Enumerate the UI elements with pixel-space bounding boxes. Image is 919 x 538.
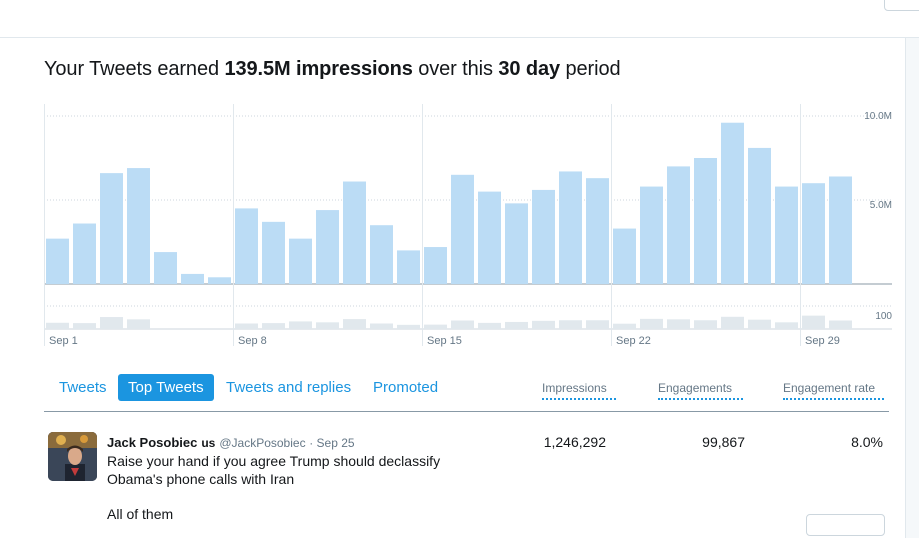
tweet-date[interactable]: · Sep 25 (309, 436, 355, 450)
y-tick-label: 10.0M (864, 111, 892, 122)
impressions-bar (667, 166, 690, 284)
y-tick-label: 5.0M (870, 200, 892, 211)
impressions-bar (775, 186, 798, 284)
impressions-bar (397, 250, 420, 284)
headline-prefix: Your Tweets earned (44, 58, 225, 80)
tab-tweets[interactable]: Tweets (59, 379, 107, 396)
headline-mid: over this (412, 58, 499, 80)
tweet-engagement-rate: 8.0% (851, 434, 883, 450)
headline-suffix: period (560, 58, 621, 80)
impressions-chart: 10.0M 5.0M 100 Sep 1 Sep 8 Sep 15 Sep 22 Sep 29 (44, 104, 892, 347)
impressions-bar (748, 147, 771, 284)
analytics-card (0, 38, 906, 538)
impressions-bar (235, 208, 258, 284)
impressions-bar (343, 181, 366, 284)
impressions-bar (802, 183, 825, 284)
engagement-rate-column-header[interactable]: Engagement rate (783, 381, 884, 400)
page-title: Your Tweets earned 139.5M impressions ov… (44, 58, 621, 81)
impressions-bar (262, 221, 285, 284)
top-bar (0, 0, 919, 38)
table-divider (44, 411, 889, 412)
engagements-bar (694, 320, 717, 329)
engagements-bar (343, 319, 366, 329)
impressions-bar (46, 238, 69, 284)
impressions-bar (694, 158, 717, 284)
impressions-total: 139.5M impressions (224, 58, 413, 80)
view-tweet-activity-button[interactable] (806, 514, 885, 536)
impressions-bar (640, 186, 663, 284)
engagements-bar (748, 319, 771, 329)
engagements-bar (721, 316, 744, 329)
tweet-impressions: 1,246,292 (543, 434, 606, 450)
avatar-image (48, 432, 97, 481)
engagements-bar (424, 324, 447, 329)
tweet-author: Jack Posobiec us @JackPosobiec · Sep 25 (107, 435, 355, 450)
impressions-bar (478, 191, 501, 284)
top-right-button[interactable] (884, 0, 919, 11)
period-length: 30 day (498, 58, 561, 80)
engagements-bar (775, 322, 798, 329)
engagements-bar (613, 323, 636, 329)
tab-top-tweets[interactable]: Top Tweets (118, 374, 214, 401)
author-name[interactable]: Jack Posobiec (107, 435, 198, 450)
engagements-bar (127, 319, 150, 329)
engagements-bar (73, 323, 96, 329)
engagements-bar (289, 321, 312, 329)
impressions-bar (100, 173, 123, 284)
engagements-bar (505, 321, 528, 329)
y-tick-label: 100 (875, 311, 892, 322)
engagements-bar (262, 323, 285, 329)
engagements-bar (559, 320, 582, 329)
impressions-bar (613, 228, 636, 284)
tweet-text-continued: All of them (107, 506, 174, 522)
engagements-bar (370, 323, 393, 329)
tweet-engagements: 99,867 (702, 434, 745, 450)
impressions-bar (829, 176, 852, 284)
engagements-bar (316, 322, 339, 329)
impressions-bar (370, 225, 393, 284)
x-date-label: Sep 29 (805, 335, 840, 347)
author-badge: us (201, 436, 216, 450)
x-date-label: Sep 15 (427, 335, 462, 347)
engagements-bar (586, 320, 609, 329)
impressions-bar (586, 178, 609, 284)
impressions-bar (208, 277, 231, 284)
engagements-bar (451, 320, 474, 329)
impressions-bar (181, 273, 204, 284)
impressions-bar (316, 210, 339, 284)
engagements-bar (100, 317, 123, 329)
x-date-label: Sep 1 (49, 335, 78, 347)
tweet-text[interactable]: Raise your hand if you agree Trump shoul… (107, 453, 441, 487)
x-date-label: Sep 22 (616, 335, 651, 347)
impressions-bar (721, 122, 744, 284)
author-handle[interactable]: @JackPosobiec (219, 436, 306, 450)
engagements-bar (478, 322, 501, 329)
impressions-bar (154, 252, 177, 284)
impressions-bar (451, 174, 474, 284)
impressions-bar (505, 203, 528, 284)
impressions-column-header[interactable]: Impressions (542, 381, 616, 400)
tab-tweets-and-replies[interactable]: Tweets and replies (226, 379, 352, 396)
impressions-bar (73, 223, 96, 284)
engagements-bar (46, 322, 69, 329)
engagements-bar (667, 319, 690, 329)
impressions-bar (424, 247, 447, 284)
engagements-bar (235, 323, 258, 329)
impressions-bar (127, 168, 150, 284)
engagements-bar (640, 318, 663, 329)
engagements-bar (802, 315, 825, 329)
engagements-bar (829, 320, 852, 329)
engagements-column-header[interactable]: Engagements (658, 381, 743, 400)
avatar[interactable] (48, 432, 97, 481)
engagements-bar (397, 324, 420, 329)
impressions-bar (559, 171, 582, 284)
engagements-bar (532, 320, 555, 329)
tab-promoted[interactable]: Promoted (373, 379, 439, 396)
impressions-bar (289, 238, 312, 284)
impressions-bar (532, 189, 555, 284)
x-date-label: Sep 8 (238, 335, 267, 347)
header-title-fragment (183, 0, 201, 3)
